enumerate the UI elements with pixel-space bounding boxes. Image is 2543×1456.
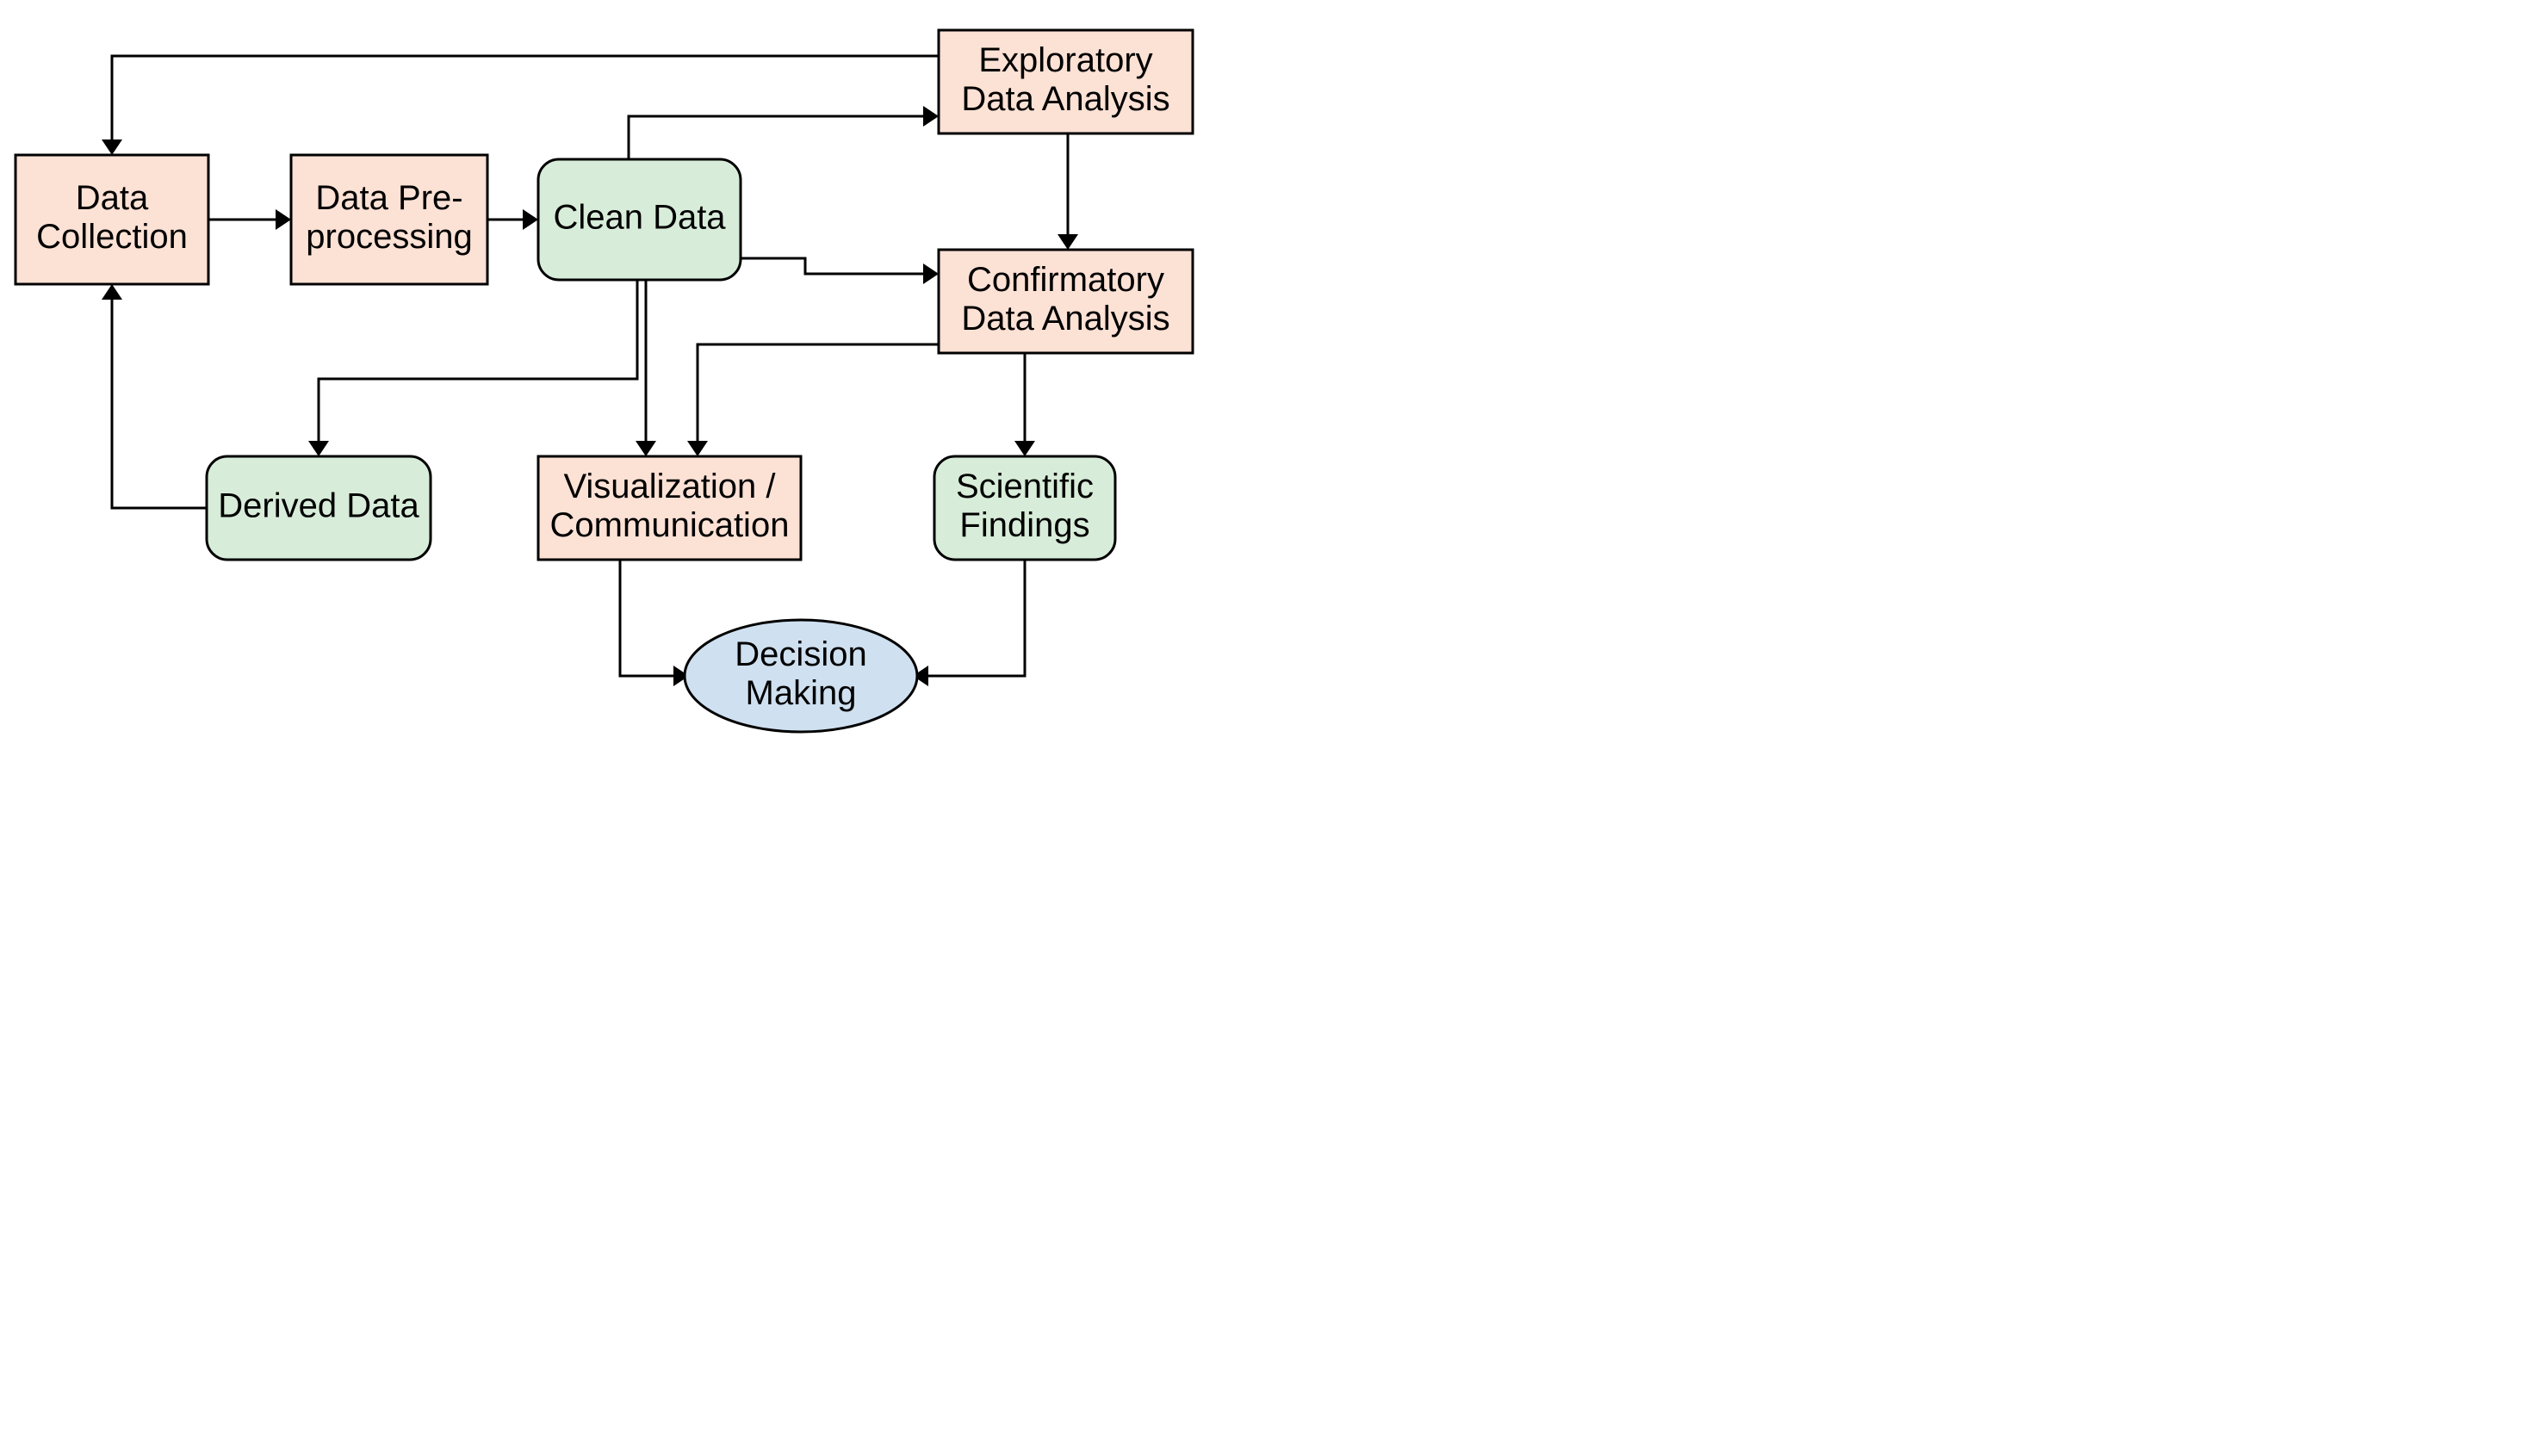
node-dataPre: Data Pre-processing xyxy=(291,155,487,284)
node-label-findings-line0: Scientific xyxy=(956,468,1094,505)
node-decision: DecisionMaking xyxy=(685,620,917,732)
node-label-decision-line0: Decision xyxy=(735,635,866,673)
node-label-viz-line1: Communication xyxy=(550,506,790,544)
node-label-dataCollection-line0: Data xyxy=(76,179,149,217)
flowchart-container: DataCollection Data Pre-processing Clean D… xyxy=(0,0,2543,751)
node-label-viz-line0: Visualization / xyxy=(563,468,776,505)
node-label-dataCollection-line1: Collection xyxy=(36,218,188,256)
flowchart-svg: DataCollection Data Pre-processing Clean D… xyxy=(0,0,1312,751)
node-cleanData: Clean Data xyxy=(538,159,741,280)
node-label-dataPre-line1: processing xyxy=(306,218,472,256)
node-label-cda-line0: Confirmatory xyxy=(967,261,1164,299)
node-label-findings-line1: Findings xyxy=(959,506,1089,544)
node-label-cda-line1: Data Analysis xyxy=(961,300,1169,338)
node-findings: ScientificFindings xyxy=(934,456,1115,560)
node-cda: ConfirmatoryData Analysis xyxy=(939,250,1193,353)
node-label-cleanData-line0: Clean Data xyxy=(553,199,726,237)
node-label-dataPre-line0: Data Pre- xyxy=(315,179,462,217)
node-dataCollection: DataCollection xyxy=(16,155,208,284)
node-label-decision-line1: Making xyxy=(746,674,857,712)
node-label-derived-line0: Derived Data xyxy=(218,487,419,525)
node-label-eda-line0: Exploratory xyxy=(978,41,1152,79)
node-eda: ExploratoryData Analysis xyxy=(939,30,1193,133)
node-derived: Derived Data xyxy=(207,456,431,560)
node-label-eda-line1: Data Analysis xyxy=(961,80,1169,118)
node-viz: Visualization /Communication xyxy=(538,456,801,560)
